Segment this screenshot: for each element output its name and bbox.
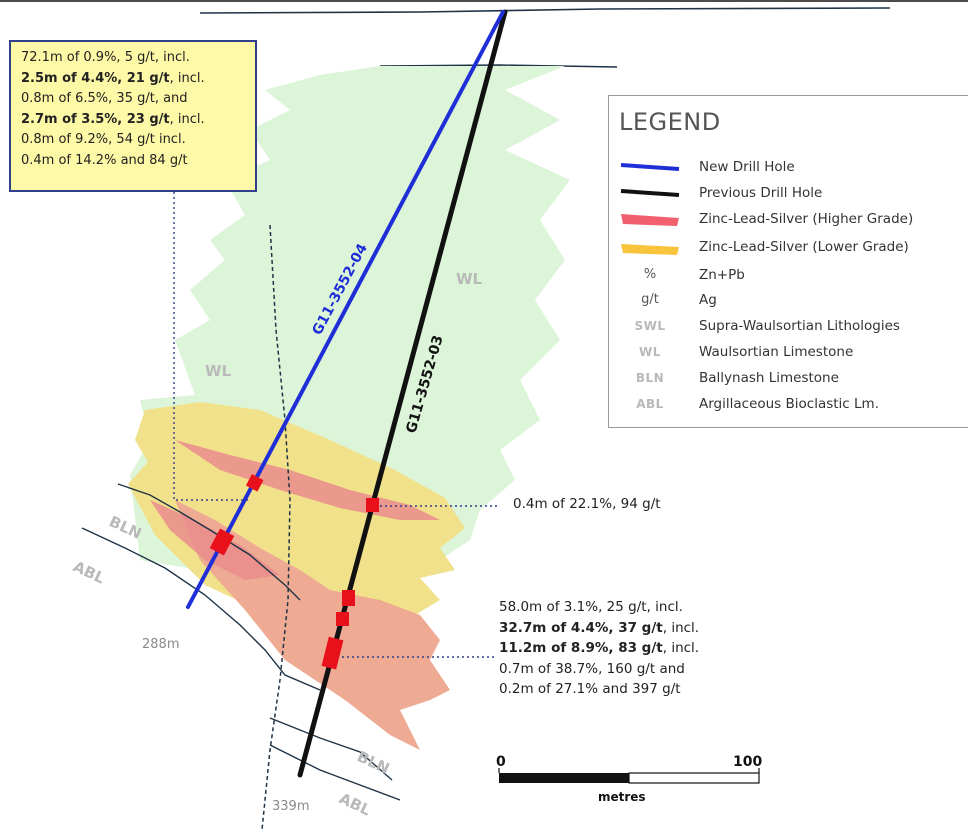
legend-prev-hole-symbol <box>619 182 681 204</box>
legend-high-grade-swatch <box>619 208 681 230</box>
callout-line-4-rest: , incl. <box>169 111 205 127</box>
scale-bar-white <box>628 772 760 784</box>
topography-line <box>199 7 891 14</box>
scale-bar: 0 100 metres <box>496 754 762 804</box>
wl-label-right: WL <box>456 270 483 288</box>
legend-box: LEGEND New Drill Hole Previous Drill Hol… <box>608 95 968 428</box>
legend-item-high-grade: Zinc-Lead-Silver (Higher Grade) <box>609 208 968 230</box>
swl-contact-line <box>379 64 618 68</box>
callout-new-hole-intercepts: 72.1m of 0.9%, 5 g/t, incl. 2.5m of 4.4%… <box>9 40 257 192</box>
intercept-annotation-mid: 0.4m of 22.1%, 94 g/t <box>513 496 661 512</box>
legend-label: Ag <box>699 292 717 308</box>
legend-new-hole-symbol <box>619 156 681 178</box>
bottom-line-3-rest: , incl. <box>662 640 700 656</box>
new-drill-hole <box>186 10 505 609</box>
intercept-prev-1 <box>366 498 379 512</box>
legend-label: Supra-Waulsortian Lithologies <box>699 318 900 334</box>
legend-item-zn-pb: % Zn+Pb <box>609 264 968 286</box>
intercept-annotation-bottom: 58.0m of 3.1%, 25 g/t, incl. 32.7m of 4.… <box>499 597 699 700</box>
callout-line-6: 0.4m of 14.2% and 84 g/t <box>21 152 188 168</box>
legend-label: Zinc-Lead-Silver (Lower Grade) <box>699 239 909 255</box>
scale-bar-black <box>499 773 629 783</box>
bln-contact-line <box>117 483 301 601</box>
wl-label-left: WL <box>205 362 232 380</box>
legend-title: LEGEND <box>619 108 721 136</box>
callout-line-2-rest: , incl. <box>169 70 205 86</box>
legend-item-bln: BLN Ballynash Limestone <box>609 367 968 389</box>
new-drill-hole-depth: 288m <box>142 637 179 652</box>
scale-end-label: 100 <box>733 754 762 770</box>
legend-symbol: WL <box>639 345 661 359</box>
bottom-line-5: 0.2m of 27.1% and 397 g/t <box>499 681 681 697</box>
legend-item-abl: ABL Argillaceous Bioclastic Lm. <box>609 393 968 415</box>
abl-label-upper: ABL <box>70 557 108 587</box>
abl-contact-lower <box>269 744 401 801</box>
legend-label: Ballynash Limestone <box>699 370 839 386</box>
bottom-line-2: 32.7m of 4.4%, 37 g/t, incl. <box>499 618 699 639</box>
callout-line-4: 2.7m of 3.5%, 23 g/t, incl. <box>21 110 245 131</box>
bottom-line-3: 11.2m of 8.9%, 83 g/t, incl. <box>499 638 699 659</box>
abl-label-lower: ABL <box>336 789 374 819</box>
legend-low-grade-swatch <box>619 236 681 258</box>
legend-symbol: % <box>643 267 657 282</box>
bottom-line-2-bold: 32.7m of 4.4%, 37 g/t <box>499 619 663 636</box>
scale-start-label: 0 <box>496 754 506 770</box>
legend-label: Previous Drill Hole <box>699 185 823 201</box>
legend-item-ag: g/t Ag <box>609 289 968 311</box>
callout-line-4-bold: 2.7m of 3.5%, 23 g/t <box>21 111 170 127</box>
intercept-prev-2 <box>342 590 355 606</box>
legend-item-swl: SWL Supra-Waulsortian Lithologies <box>609 315 968 337</box>
legend-item-wl: WL Waulsortian Limestone <box>609 341 968 363</box>
callout-line-2-bold: 2.5m of 4.4%, 21 g/t <box>21 70 170 86</box>
abl-contact-line <box>81 527 321 691</box>
bottom-line-2-rest: , incl. <box>662 619 700 636</box>
intercept-new-1 <box>245 474 264 492</box>
legend-symbol: g/t <box>641 292 659 307</box>
intercept-prev-4 <box>321 636 344 670</box>
intercept-prev-3 <box>336 612 349 626</box>
previous-drill-hole-depth: 339m <box>272 799 309 814</box>
bln-label-lower: BLN <box>354 747 392 777</box>
legend-item-previous-drill-hole: Previous Drill Hole <box>609 182 968 204</box>
legend-label: Zn+Pb <box>699 267 745 283</box>
legend-label: Zinc-Lead-Silver (Higher Grade) <box>699 211 914 227</box>
bottom-line-4: 0.7m of 38.7%, 160 g/t and <box>499 660 685 677</box>
callout-line-3: 0.8m of 6.5%, 35 g/t, and <box>21 91 188 106</box>
callout-line-2: 2.5m of 4.4%, 21 g/t, incl. <box>21 69 245 90</box>
legend-label: Argillaceous Bioclastic Lm. <box>699 396 879 412</box>
legend-item-new-drill-hole: New Drill Hole <box>609 156 968 178</box>
bottom-line-1: 58.0m of 3.1%, 25 g/t, incl. <box>499 599 683 615</box>
legend-symbol: ABL <box>636 397 664 411</box>
legend-symbol: BLN <box>635 371 665 385</box>
legend-label: New Drill Hole <box>699 159 795 175</box>
fault-line <box>261 224 291 831</box>
legend-item-low-grade: Zinc-Lead-Silver (Lower Grade) <box>609 236 968 258</box>
bottom-line-3-bold: 11.2m of 8.9%, 83 g/t <box>499 640 663 656</box>
legend-symbol: SWL <box>634 319 666 333</box>
bln-contact-lower <box>269 717 393 781</box>
legend-label: Waulsortian Limestone <box>699 344 854 360</box>
callout-line-5: 0.8m of 9.2%, 54 g/t incl. <box>21 132 186 147</box>
callout-line-1: 72.1m of 0.9%, 5 g/t, incl. <box>21 50 190 65</box>
scale-unit-label: metres <box>598 790 646 804</box>
intercept-new-2 <box>209 528 235 556</box>
